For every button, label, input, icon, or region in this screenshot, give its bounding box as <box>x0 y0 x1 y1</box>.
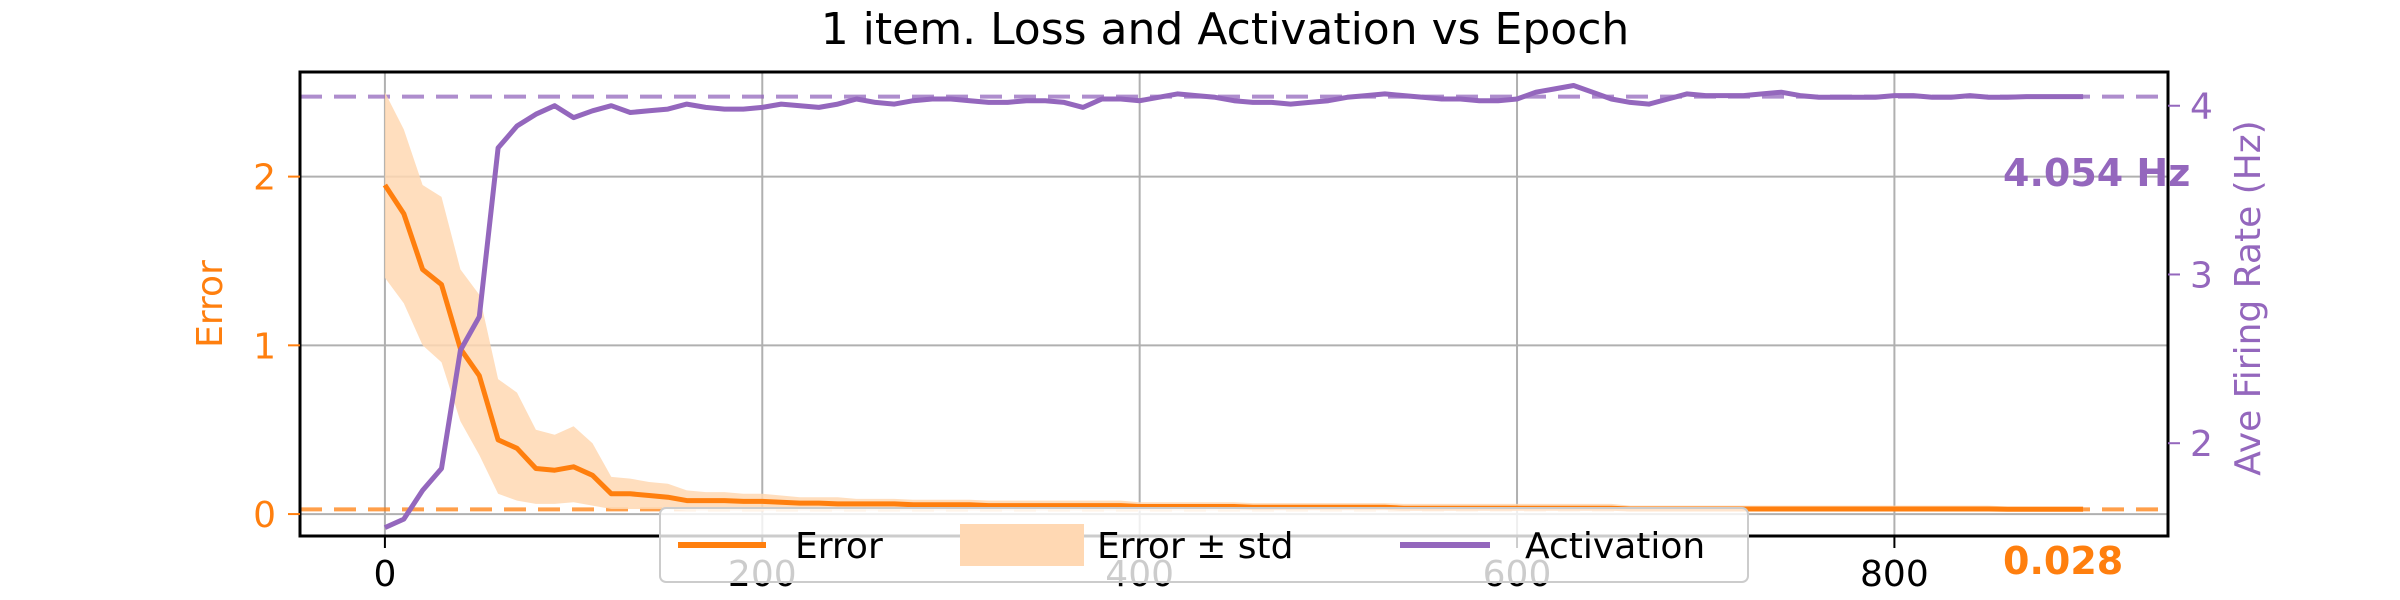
right-y-axis: 2 3 4 <box>2168 87 2213 465</box>
activation-final-label: 4.054 Hz <box>2003 151 2190 195</box>
x-tick-label: 800 <box>1860 554 1929 595</box>
left-y-axis: 0 1 2 <box>253 158 300 536</box>
right-y-tick-label: 2 <box>2190 424 2213 465</box>
legend-label-activation: Activation <box>1525 526 1705 567</box>
right-y-tick-label: 3 <box>2190 255 2213 296</box>
data-layer <box>382 83 2084 530</box>
left-y-tick-label: 1 <box>253 326 276 367</box>
left-y-axis-label: Error <box>190 260 231 348</box>
x-tick-label: 0 <box>373 554 396 595</box>
error-line <box>382 183 2084 512</box>
error-final-label: 0.028 <box>2003 539 2123 583</box>
error-std-band <box>384 92 2084 511</box>
right-y-tick-label: 4 <box>2190 87 2213 128</box>
left-y-tick-label: 2 <box>253 158 276 199</box>
legend-swatch-error-std <box>960 524 1084 566</box>
left-y-tick-label: 0 <box>253 495 276 536</box>
legend-box <box>659 507 1749 583</box>
activation-line <box>383 83 2084 530</box>
legend-label-error: Error <box>795 526 883 567</box>
chart-title: 1 item. Loss and Activation vs Epoch <box>821 4 1630 55</box>
legend: Error Error ± std Activation <box>659 507 1749 583</box>
right-y-axis-label: Ave Firing Rate (Hz) <box>2228 120 2269 475</box>
legend-label-error-std: Error ± std <box>1097 526 1294 567</box>
